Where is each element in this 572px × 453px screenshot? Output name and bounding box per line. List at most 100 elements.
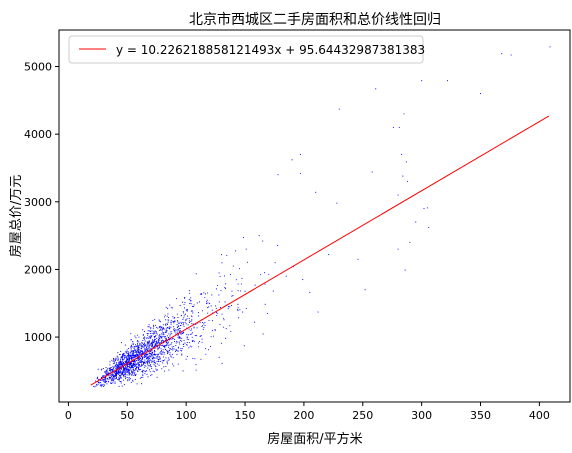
scatter-point	[113, 378, 115, 381]
scatter-point	[102, 384, 104, 386]
scatter-point	[115, 357, 117, 359]
scatter-point	[214, 329, 216, 331]
scatter-point	[161, 341, 163, 343]
scatter-point	[130, 339, 132, 341]
scatter-point	[135, 337, 137, 339]
scatter-point	[139, 354, 141, 356]
scatter-point	[183, 303, 185, 305]
scatter-point	[299, 153, 301, 155]
scatter-point	[158, 347, 160, 349]
scatter-point	[126, 358, 128, 361]
scatter-point	[119, 369, 121, 371]
scatter-point	[206, 299, 208, 301]
scatter-point	[162, 328, 164, 330]
scatter-point	[398, 126, 400, 128]
scatter-point	[109, 370, 111, 372]
scatter-point	[165, 341, 167, 343]
scatter-point	[150, 355, 152, 357]
scatter-point	[174, 331, 176, 333]
scatter-point	[128, 368, 130, 370]
scatter-point	[125, 367, 127, 370]
scatter-point	[148, 358, 150, 360]
scatter-point	[134, 349, 136, 351]
scatter-point	[258, 235, 260, 237]
scatter-point	[114, 377, 116, 379]
scatter-point	[119, 358, 122, 360]
scatter-point	[189, 292, 191, 294]
scatter-point	[144, 354, 146, 356]
scatter-point	[113, 363, 115, 365]
scatter-point	[113, 369, 115, 371]
scatter-point	[107, 381, 110, 383]
scatter-point	[141, 341, 143, 343]
scatter-point	[106, 378, 108, 380]
scatter-point	[143, 338, 145, 340]
scatter-point	[110, 382, 112, 384]
scatter-point	[131, 357, 133, 359]
scatter-point	[221, 254, 223, 256]
scatter-point	[181, 323, 183, 325]
scatter-point	[159, 352, 161, 354]
scatter-point	[147, 334, 149, 336]
scatter-point	[131, 359, 133, 361]
scatter-point	[202, 328, 204, 330]
scatter-point	[221, 262, 223, 264]
scatter-point	[150, 337, 152, 339]
scatter-point	[309, 291, 311, 293]
scatter-point	[162, 332, 165, 334]
scatter-point	[126, 364, 128, 367]
scatter-point	[157, 327, 159, 329]
scatter-point	[165, 331, 167, 333]
scatter-point	[225, 328, 227, 330]
scatter-point	[177, 335, 179, 337]
scatter-point	[155, 335, 157, 337]
scatter-point	[142, 344, 145, 346]
scatter-point	[97, 383, 99, 385]
scatter-point	[119, 363, 121, 365]
scatter-point	[158, 342, 160, 344]
scatter-point	[166, 330, 168, 332]
scatter-point	[162, 362, 164, 364]
scatter-point	[152, 357, 154, 359]
scatter-point	[174, 350, 177, 353]
scatter-point	[207, 312, 209, 314]
scatter-point	[147, 355, 149, 358]
y-tick-label: 3000	[24, 196, 52, 209]
scatter-point	[143, 346, 145, 348]
scatter-point	[166, 323, 168, 325]
scatter-point	[122, 369, 125, 371]
scatter-point	[118, 363, 120, 365]
scatter-point	[142, 376, 144, 378]
scatter-point	[162, 351, 164, 353]
scatter-point	[218, 301, 220, 303]
scatter-point	[133, 347, 135, 349]
scatter-point	[135, 349, 137, 351]
scatter-point	[195, 335, 198, 337]
scatter-point	[156, 347, 158, 349]
scatter-point	[127, 367, 129, 369]
scatter-point	[118, 379, 120, 381]
scatter-point	[219, 323, 221, 326]
scatter-point	[134, 379, 136, 381]
scatter-point	[254, 284, 256, 286]
scatter-point	[184, 321, 186, 323]
scatter-point	[184, 313, 186, 315]
scatter-point	[133, 351, 135, 353]
scatter-point	[184, 342, 186, 344]
scatter-point	[199, 322, 201, 324]
scatter-point	[159, 351, 162, 353]
scatter-point	[208, 349, 210, 351]
scatter-point	[113, 358, 115, 360]
scatter-point	[225, 283, 227, 285]
scatter-point	[112, 380, 114, 382]
scatter-point	[123, 355, 125, 357]
scatter-point	[120, 368, 123, 370]
y-tick-label: 1000	[24, 331, 52, 344]
scatter-point	[179, 343, 181, 345]
x-tick-label: 150	[235, 409, 256, 422]
scatter-point	[124, 344, 127, 346]
scatter-point	[158, 338, 160, 340]
scatter-point	[110, 374, 112, 376]
scatter-point	[153, 363, 155, 365]
